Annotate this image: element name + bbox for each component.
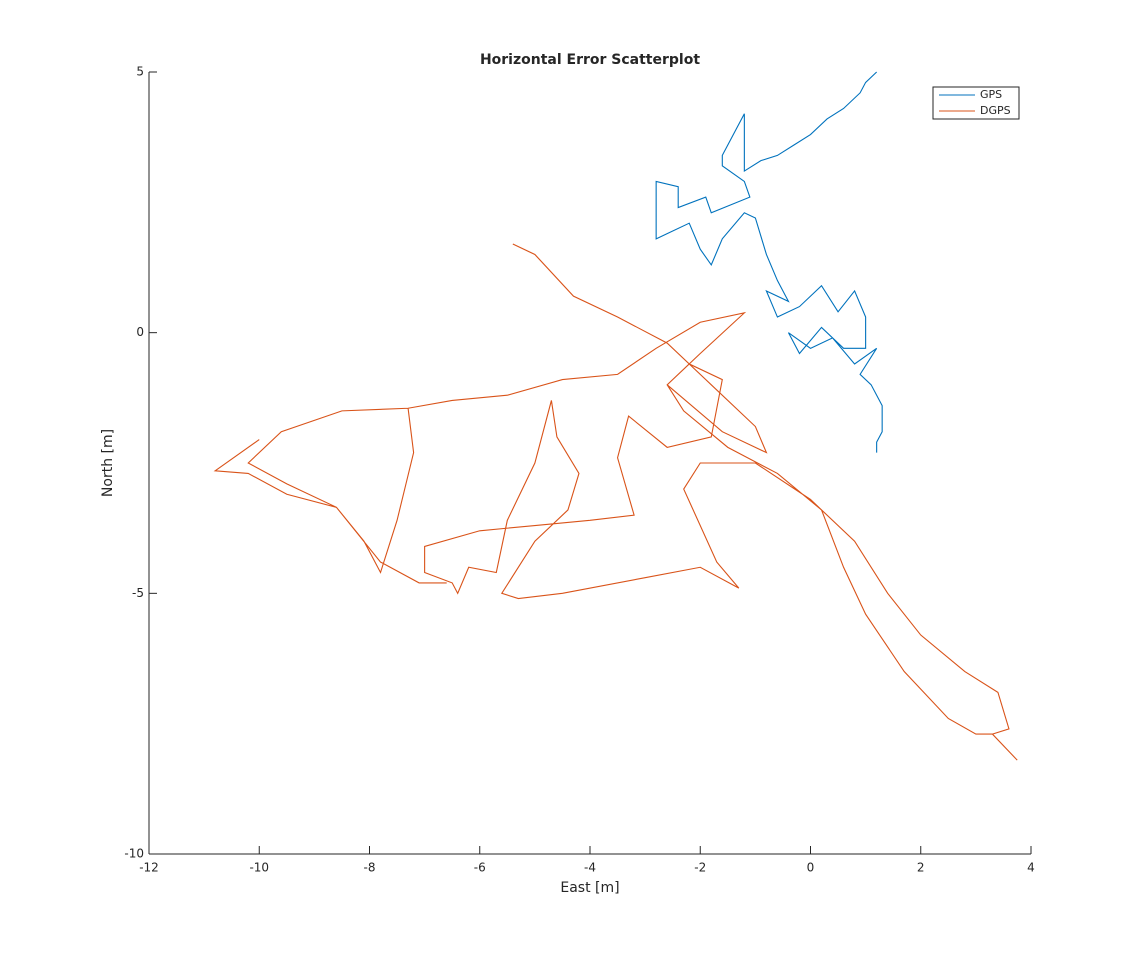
x-axis-label: East [m] — [560, 880, 619, 896]
y-tick-label: 5 — [136, 65, 144, 79]
y-tick-label: -5 — [132, 586, 144, 600]
x-tick-label: -6 — [474, 861, 486, 875]
legend-box — [932, 86, 1020, 120]
x-tick-label: -4 — [584, 861, 596, 875]
legend-label: GPS — [980, 88, 1002, 101]
y-axis-label: North [m] — [100, 429, 116, 497]
x-tick-label: -2 — [694, 861, 706, 875]
x-tick-label: 4 — [1027, 861, 1035, 875]
x-tick-label: 0 — [807, 861, 815, 875]
x-tick-label: -12 — [139, 861, 159, 875]
y-tick-label: 0 — [136, 325, 144, 339]
x-tick-label: -8 — [364, 861, 376, 875]
x-tick-label: 2 — [917, 861, 925, 875]
data-line — [655, 71, 883, 453]
data-line — [213, 243, 1018, 761]
chart-title: Horizontal Error Scatterplot — [480, 52, 700, 68]
y-tick-label: -10 — [124, 847, 144, 861]
x-tick-label: -10 — [249, 861, 269, 875]
legend-label: DGPS — [980, 104, 1011, 117]
